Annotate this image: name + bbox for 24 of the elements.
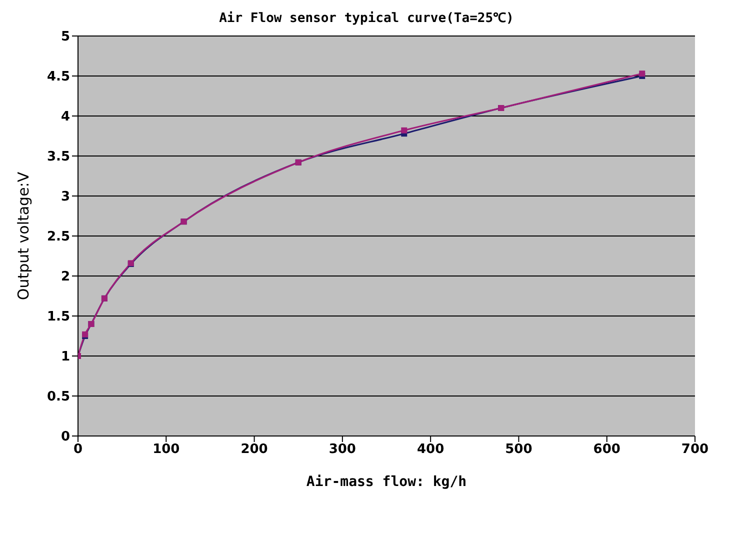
x-tick-label: 100 — [152, 442, 180, 458]
y-tick-label: 4.5 — [46, 70, 70, 85]
y-tick-label: 2 — [60, 270, 70, 285]
x-tick-label: 200 — [240, 442, 268, 458]
y-tick-label: 0 — [60, 430, 70, 445]
x-tick-label: 300 — [328, 442, 356, 458]
x-axis-title: Air-mass flow: kg/h — [306, 474, 467, 490]
y-tick-label: 4 — [60, 110, 70, 125]
y-tick-label: 1 — [60, 350, 70, 365]
y-tick-label: 2.5 — [46, 230, 70, 245]
y-tick-label: 0.5 — [46, 390, 70, 405]
y-tick-label: 3.5 — [46, 150, 70, 165]
point — [639, 70, 646, 77]
chart-title: Air Flow sensor typical curve(Ta=25℃) — [218, 10, 515, 26]
y-tick-label: 1.5 — [46, 310, 70, 325]
x-tick-label: 600 — [593, 442, 620, 458]
y-tick-label: 3 — [60, 190, 70, 205]
x-tick-label: 400 — [417, 442, 444, 458]
y-tick-label: 5 — [60, 30, 70, 45]
x-tick-label: 700 — [681, 442, 709, 458]
x-tick-label: 500 — [505, 442, 532, 458]
x-tick-label: 0 — [73, 442, 83, 458]
y-axis-title: Output voltage:V — [14, 171, 32, 300]
point — [401, 127, 408, 134]
